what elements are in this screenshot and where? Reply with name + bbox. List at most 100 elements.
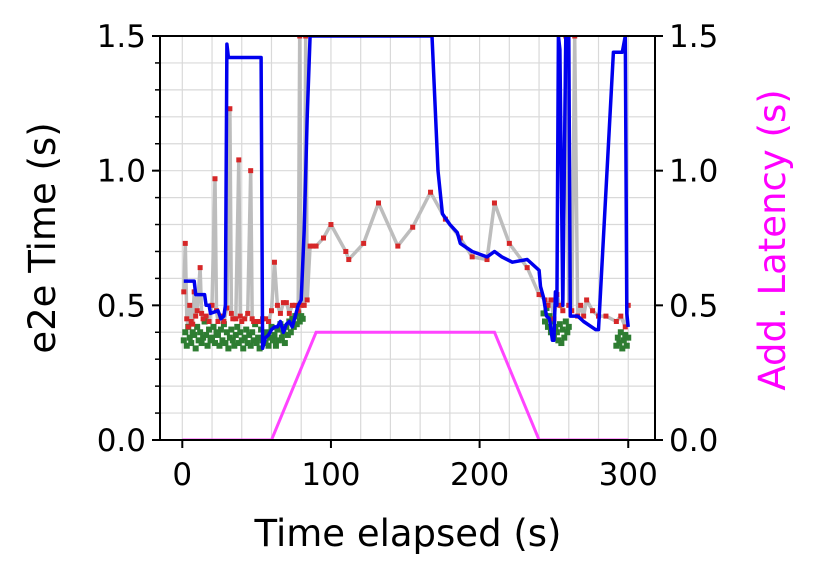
point-red [524,265,530,271]
point-red [361,240,367,246]
point-red [328,222,334,228]
point-red [190,321,196,327]
point-green [558,340,565,347]
point-red [245,310,251,316]
point-red [236,157,242,163]
point-red [212,176,218,182]
point-red [622,324,628,330]
point-red [578,302,584,308]
point-red [548,297,554,303]
point-green [210,323,217,330]
point-green [564,329,571,336]
point-green [256,345,263,352]
ticks: 0 100 200 300 0.0 0.0 0.5 0.5 1.0 1.0 1.5 1.5 [97,19,719,493]
point-green [183,342,190,349]
plot-area [180,36,632,440]
point-green [617,329,624,336]
point-green [553,329,560,336]
point-green [614,334,621,341]
point-green [287,329,294,336]
point-red [193,313,199,319]
point-green [222,340,229,347]
point-red [506,240,512,246]
point-green [269,337,276,344]
point-red [215,318,221,324]
point-red [239,318,245,324]
point-green [252,321,259,328]
point-green [264,329,271,336]
point-red [249,316,255,322]
point-red [237,313,243,319]
point-green [228,326,235,333]
x-tick-label: 300 [599,457,658,493]
y2-tick-label: 1.0 [669,154,718,190]
point-green [197,329,204,336]
point-red [581,313,587,319]
point-red [289,302,295,308]
point-green [194,323,201,330]
point-green [623,342,630,349]
point-green [255,334,262,341]
point-green [556,321,563,328]
point-green [265,342,272,349]
point-green [201,318,208,325]
point-green [549,318,556,325]
point-red [203,313,209,319]
point-red [277,310,283,316]
y-tick-label: 0.5 [97,288,146,324]
point-red [603,313,609,319]
point-red [227,106,233,112]
x-tick-label: 0 [172,457,192,493]
point-green [225,345,232,352]
point-red [572,36,578,39]
point-green [565,323,572,330]
point-green [241,334,248,341]
point-green [217,326,224,333]
point-red [491,200,497,206]
point-green [204,342,211,349]
point-red [187,302,193,308]
y2-tick-label: 1.5 [669,19,718,55]
point-green [542,318,548,325]
y-tick-label: 0.0 [97,423,146,459]
point-green [214,331,221,338]
point-green [198,340,205,347]
y2-axis-label-highlight: Latency (s) [751,89,794,295]
point-red [197,265,203,271]
point-red [257,318,263,324]
point-red [266,318,272,324]
point-green [620,337,627,344]
point-red [536,292,542,298]
point-red [206,318,212,324]
point-red [263,316,269,322]
point-red [590,308,596,314]
point-red [395,243,401,249]
point-red [274,302,280,308]
point-green [206,326,213,333]
point-red [545,302,551,308]
point-red [268,308,274,314]
point-red [199,310,205,316]
point-green [281,340,288,347]
point-red [182,240,188,246]
point-red [310,243,316,249]
point-green [271,331,278,338]
point-green [278,334,285,341]
y-tick-label: 1.5 [97,19,146,55]
point-red [230,316,236,322]
point-green [231,342,238,349]
point-red [584,297,590,303]
point-red [251,318,257,324]
y2-axis-label: Add. Latency (s) [751,89,794,390]
point-red [248,168,254,174]
point-green [209,334,216,341]
point-green [237,329,244,336]
point-red [209,302,215,308]
point-red [221,318,227,324]
point-red [557,302,563,308]
point-green [562,318,569,325]
point-green [253,340,260,347]
point-red [428,189,434,195]
point-green [274,326,281,333]
